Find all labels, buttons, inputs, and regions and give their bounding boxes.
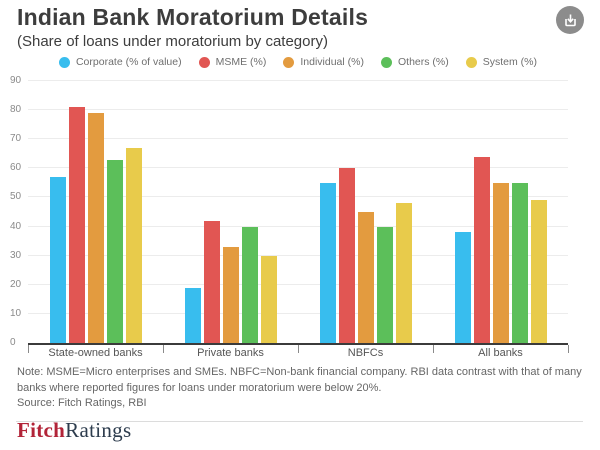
gridline bbox=[28, 312, 568, 314]
chart-subtitle: (Share of loans under moratorium by cate… bbox=[17, 33, 328, 50]
download-button[interactable] bbox=[556, 6, 584, 34]
legend-label: System (%) bbox=[482, 56, 538, 68]
bar bbox=[376, 226, 393, 343]
y-tick-label: 80 bbox=[10, 104, 22, 116]
x-category-label: All banks bbox=[478, 347, 523, 359]
chart-source: Source: Fitch Ratings, RBI bbox=[17, 397, 147, 409]
legend-marker-icon bbox=[380, 56, 392, 68]
logo-fitch: Fitch bbox=[17, 418, 66, 442]
x-axis-tick bbox=[163, 345, 164, 353]
bar bbox=[106, 159, 123, 343]
bar bbox=[338, 168, 355, 343]
bar-group bbox=[298, 81, 433, 343]
gridline bbox=[28, 225, 568, 227]
legend-marker-icon bbox=[58, 56, 70, 68]
gridline bbox=[28, 254, 568, 256]
divider bbox=[16, 421, 583, 422]
bar bbox=[492, 182, 509, 343]
bar-group bbox=[433, 81, 568, 343]
bar-group bbox=[28, 81, 163, 343]
y-tick-label: 60 bbox=[10, 162, 22, 174]
gridline bbox=[28, 167, 568, 169]
bar bbox=[511, 182, 528, 343]
legend-item: Individual (%) bbox=[283, 56, 364, 68]
legend-item: Others (%) bbox=[380, 56, 449, 68]
bar bbox=[87, 113, 104, 343]
y-tick-label: 30 bbox=[10, 249, 22, 261]
bar bbox=[68, 107, 85, 343]
gridline bbox=[28, 109, 568, 111]
bar-group bbox=[163, 81, 298, 343]
x-category-label: Private banks bbox=[197, 347, 264, 359]
legend-label: Corporate (% of value) bbox=[75, 56, 182, 68]
x-axis-tick bbox=[28, 345, 29, 353]
bar bbox=[49, 177, 66, 343]
bar bbox=[473, 156, 490, 343]
y-tick-label: 40 bbox=[10, 220, 22, 232]
bar bbox=[319, 182, 336, 343]
legend-item: MSME (%) bbox=[198, 56, 267, 68]
gridline bbox=[28, 80, 568, 81]
y-tick-label: 50 bbox=[10, 191, 22, 203]
bar bbox=[203, 220, 220, 343]
plot-area bbox=[28, 80, 568, 345]
chart-legend: Corporate (% of value) MSME (%) Individual… bbox=[28, 56, 568, 68]
legend-label: Individual (%) bbox=[300, 56, 364, 68]
x-category-label: NBFCs bbox=[347, 347, 384, 359]
x-axis-tick bbox=[298, 345, 299, 353]
y-tick-label: 20 bbox=[10, 278, 22, 290]
bar bbox=[260, 255, 277, 343]
bar bbox=[125, 147, 142, 343]
chart-note: Note: MSME=Micro enterprises and SMEs. N… bbox=[17, 366, 582, 394]
legend-item: Corporate (% of value) bbox=[58, 56, 182, 68]
x-axis-tick bbox=[433, 345, 434, 353]
bar bbox=[530, 200, 547, 343]
bar bbox=[454, 232, 471, 343]
gridline bbox=[28, 196, 568, 198]
y-tick-label: 0 bbox=[10, 337, 16, 348]
logo-ratings: Ratings bbox=[65, 418, 132, 442]
bar bbox=[184, 287, 201, 343]
page-title: Indian Bank Moratorium Details bbox=[17, 4, 369, 30]
bar bbox=[222, 246, 239, 343]
legend-label: MSME (%) bbox=[215, 56, 267, 68]
legend-marker-icon bbox=[198, 56, 210, 68]
fitch-ratings-logo: FitchRatings bbox=[17, 418, 131, 443]
legend-label: Others (%) bbox=[397, 56, 449, 68]
bar bbox=[357, 212, 374, 343]
x-axis-labels: State-owned banks Private banks NBFCs All b… bbox=[28, 347, 568, 359]
legend-item: System (%) bbox=[465, 56, 538, 68]
x-category-label: State-owned banks bbox=[48, 347, 143, 359]
y-tick-label: 70 bbox=[10, 133, 22, 145]
bar-groups bbox=[28, 81, 568, 343]
bar bbox=[395, 203, 412, 343]
y-tick-label: 90 bbox=[10, 75, 22, 86]
gridline bbox=[28, 283, 568, 285]
legend-marker-icon bbox=[465, 56, 477, 68]
x-axis-tick bbox=[568, 345, 569, 353]
bar bbox=[241, 226, 258, 343]
legend-marker-icon bbox=[283, 56, 295, 68]
y-tick-label: 10 bbox=[10, 307, 22, 319]
download-icon bbox=[564, 14, 576, 26]
gridline bbox=[28, 138, 568, 140]
